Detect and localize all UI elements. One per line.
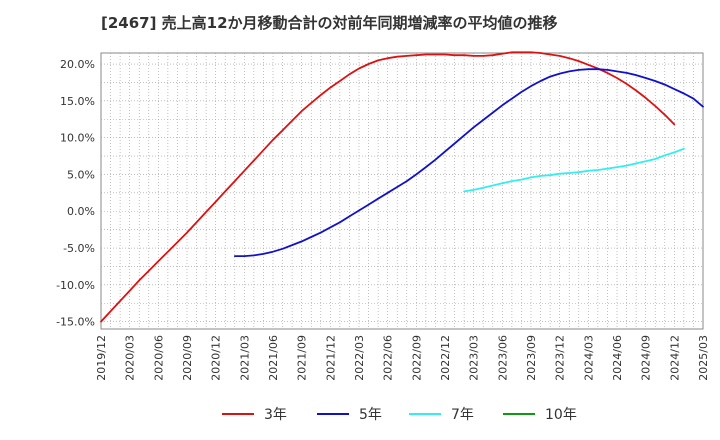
x-tick-label: 2020/03	[124, 335, 137, 381]
x-tick-label: 2023/12	[554, 335, 567, 381]
legend-label: 5年	[359, 407, 382, 423]
y-tick-label: 15.0%	[60, 95, 95, 108]
x-tick-label: 2024/09	[640, 335, 653, 381]
y-tick-label: 20.0%	[60, 58, 95, 71]
x-tick-label: 2022/12	[439, 335, 452, 381]
legend-label: 10年	[545, 407, 577, 423]
x-tick-label: 2019/12	[95, 335, 108, 381]
x-tick-label: 2021/12	[324, 335, 337, 381]
x-tick-label: 2020/06	[152, 335, 165, 381]
x-tick-label: 2024/06	[611, 335, 624, 381]
x-tick-label: 2020/09	[181, 335, 194, 381]
x-tick-label: 2022/06	[382, 335, 395, 381]
chart-title: [2467] 売上高12か月移動合計の対前年同期増減率の平均値の推移	[101, 14, 558, 32]
x-tick-label: 2023/06	[496, 335, 509, 381]
x-tick-label: 2024/03	[582, 335, 595, 381]
x-tick-label: 2022/03	[353, 335, 366, 381]
legend-label: 3年	[264, 407, 287, 423]
x-tick-label: 2020/12	[210, 335, 223, 381]
series-line	[463, 147, 685, 193]
x-tick-label: 2024/12	[668, 335, 681, 381]
x-tick-label: 2021/06	[267, 335, 280, 381]
y-tick-label: 10.0%	[60, 132, 95, 145]
y-tick-label: -5.0%	[63, 242, 95, 255]
y-tick-label: -15.0%	[56, 316, 95, 329]
x-tick-label: 2022/09	[410, 335, 423, 381]
x-tick-label: 2021/03	[238, 335, 251, 381]
y-tick-label: -10.0%	[56, 279, 95, 292]
y-tick-label: 5.0%	[67, 168, 95, 181]
x-tick-label: 2021/09	[296, 335, 309, 381]
plot-area	[100, 52, 704, 330]
y-tick-label: 0.0%	[67, 205, 95, 218]
series-line	[233, 68, 704, 258]
legend-label: 7年	[451, 407, 474, 423]
x-tick-label: 2025/03	[697, 335, 710, 381]
series-line	[100, 51, 676, 323]
x-tick-label: 2023/03	[468, 335, 481, 381]
x-tick-label: 2023/09	[525, 335, 538, 381]
